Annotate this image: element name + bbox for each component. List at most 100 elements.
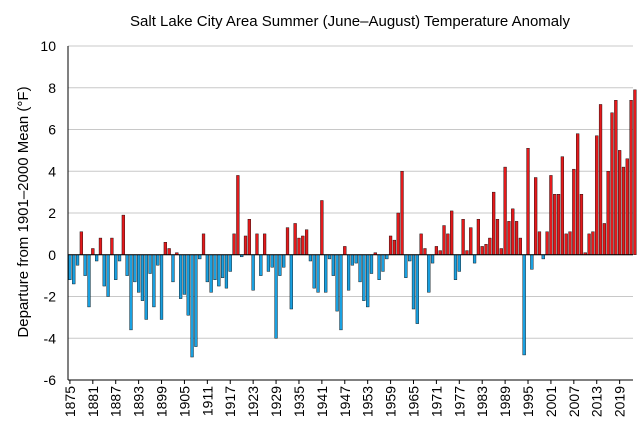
x-tick-label: 1875 <box>62 386 78 417</box>
bar-1898 <box>156 254 160 266</box>
bar-1959 <box>388 235 393 255</box>
bar-1939 <box>312 254 316 289</box>
bar-1877 <box>75 254 80 266</box>
bar-1888 <box>117 254 122 262</box>
x-tick-label: 1893 <box>131 386 147 417</box>
bar-1895 <box>144 254 148 320</box>
y-tick-label: 8 <box>48 80 56 96</box>
bar-1969 <box>427 254 431 293</box>
bar-1967 <box>419 233 423 255</box>
bar-2017 <box>610 112 614 255</box>
bar-1887 <box>114 254 118 280</box>
bar-1953 <box>366 254 370 308</box>
bar-1875 <box>68 254 72 280</box>
bar-1885 <box>106 254 110 297</box>
bar-1960 <box>392 239 397 255</box>
x-tick-label: 1983 <box>474 386 490 417</box>
bar-1982 <box>476 219 480 255</box>
bar-1927 <box>266 254 271 272</box>
bar-1878 <box>79 231 83 255</box>
bar-1876 <box>72 254 76 285</box>
bar-1928 <box>270 254 274 268</box>
bar-1925 <box>259 254 263 276</box>
bar-1971 <box>434 246 439 255</box>
bar-1981 <box>472 254 477 264</box>
bar-1984 <box>484 244 488 255</box>
bars <box>68 89 637 358</box>
x-tick-label: 1905 <box>176 386 192 417</box>
bar-1998 <box>537 231 542 255</box>
bar-1917 <box>228 254 232 272</box>
bar-1905 <box>182 254 187 295</box>
bar-1941 <box>320 200 324 255</box>
x-tick-label: 1917 <box>222 386 238 417</box>
gridlines <box>68 45 633 381</box>
bar-1881 <box>91 248 95 255</box>
bar-2006 <box>568 231 572 255</box>
bar-1972 <box>438 250 442 255</box>
bar-2014 <box>598 104 603 255</box>
bar-1886 <box>110 237 114 255</box>
bar-2008 <box>576 133 580 255</box>
bar-2022 <box>629 100 633 255</box>
bar-1911 <box>205 254 209 283</box>
bar-1932 <box>285 227 290 255</box>
bar-1952 <box>362 254 366 301</box>
bar-2016 <box>606 171 610 255</box>
bar-2015 <box>602 223 606 255</box>
bar-1974 <box>446 233 450 255</box>
y-tick-label: -4 <box>44 330 57 346</box>
x-tick-label: 1929 <box>268 386 284 417</box>
x-tick-label: 1911 <box>199 386 215 416</box>
bar-1996 <box>530 254 534 270</box>
bar-1934 <box>293 223 297 255</box>
bar-1929 <box>274 254 278 339</box>
bar-1986 <box>492 191 496 255</box>
bar-1979 <box>465 250 469 255</box>
x-tick-label: 1959 <box>383 386 399 417</box>
bar-2005 <box>564 233 568 255</box>
bar-1924 <box>255 233 259 255</box>
x-tick-label: 1881 <box>85 386 101 417</box>
bar-1962 <box>400 171 404 255</box>
bar-1899 <box>159 254 164 320</box>
bar-1931 <box>282 254 286 268</box>
x-tick-label: 1953 <box>360 386 376 417</box>
bar-2004 <box>560 156 564 255</box>
bar-2007 <box>572 168 576 255</box>
bar-1975 <box>450 210 454 255</box>
bar-1901 <box>167 248 171 255</box>
bar-1910 <box>201 233 206 255</box>
bar-2002 <box>553 194 557 255</box>
bar-1912 <box>209 254 213 293</box>
bar-1937 <box>304 229 309 255</box>
bar-1896 <box>148 254 152 274</box>
bar-1933 <box>289 254 293 310</box>
bar-1995 <box>526 148 530 255</box>
x-tick-label: 2001 <box>543 386 559 417</box>
bar-1904 <box>179 254 183 299</box>
bar-1993 <box>518 237 522 255</box>
y-tick-label: 0 <box>48 247 56 263</box>
x-tick-label: 1989 <box>497 386 513 417</box>
bar-2001 <box>549 175 553 255</box>
bar-1980 <box>469 227 473 255</box>
bar-1900 <box>163 242 167 255</box>
bar-1908 <box>194 254 198 347</box>
x-tick-label: 2013 <box>589 386 605 417</box>
x-tick-label: 2019 <box>612 386 628 417</box>
bar-1978 <box>461 219 465 255</box>
y-tick-label: -2 <box>44 289 57 305</box>
bar-1884 <box>102 254 106 287</box>
bar-1983 <box>480 246 484 255</box>
bar-1951 <box>358 254 362 283</box>
bar-1926 <box>262 233 267 255</box>
y-axis-label: Departure from 1901–2000 Mean (°F) <box>15 86 32 337</box>
bar-1893 <box>137 254 141 293</box>
bar-2012 <box>591 231 595 255</box>
bar-1879 <box>83 254 87 276</box>
bar-1970 <box>430 254 435 264</box>
bar-1997 <box>534 177 538 255</box>
bar-1935 <box>297 237 301 255</box>
